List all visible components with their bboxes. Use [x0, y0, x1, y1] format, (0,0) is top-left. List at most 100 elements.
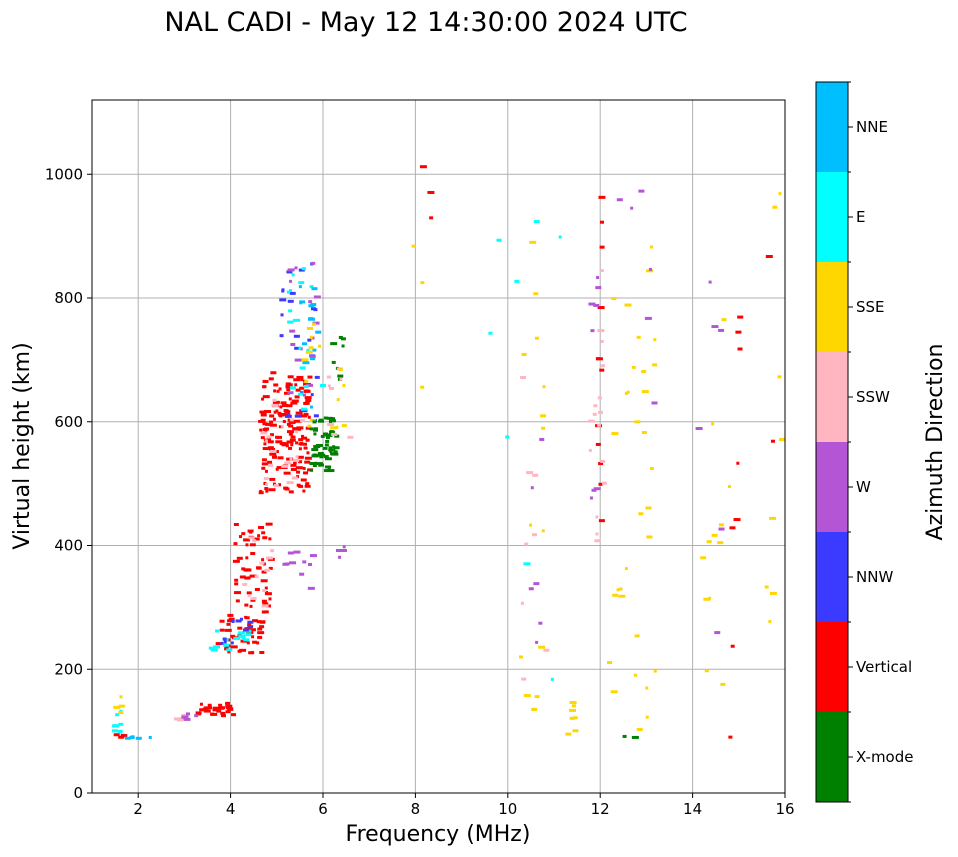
- echo-mark: [622, 734, 627, 738]
- echo-mark: [219, 628, 225, 632]
- echo-mark: [291, 476, 298, 480]
- echo-mark: [250, 598, 256, 602]
- echo-mark: [303, 401, 310, 405]
- echo-mark: [290, 343, 296, 347]
- echo-mark: [199, 708, 207, 712]
- echo-mark: [269, 477, 276, 481]
- echo-mark: [711, 533, 718, 537]
- echo-mark: [301, 267, 306, 271]
- echo-mark: [286, 290, 290, 294]
- echo-mark: [612, 593, 619, 597]
- echo-mark: [649, 467, 654, 471]
- echo-mark: [260, 431, 268, 435]
- echo-mark: [246, 627, 252, 631]
- echo-mark: [295, 441, 299, 445]
- echo-mark: [247, 594, 251, 598]
- echo-mark: [594, 539, 601, 543]
- echo-mark: [281, 288, 285, 292]
- echo-mark: [269, 414, 275, 418]
- x-tick-label: 12: [591, 800, 610, 818]
- echo-mark: [257, 635, 263, 639]
- echo-mark: [238, 634, 246, 638]
- echo-mark: [256, 620, 261, 624]
- echo-mark: [210, 712, 215, 716]
- echo-mark: [301, 358, 309, 362]
- echo-mark: [626, 390, 630, 394]
- echo-mark: [769, 591, 777, 595]
- echo-mark: [569, 716, 575, 720]
- echo-mark: [595, 286, 602, 290]
- echo-mark: [226, 648, 233, 652]
- echo-mark: [264, 469, 268, 473]
- echo-mark: [770, 439, 775, 443]
- echo-mark: [242, 582, 248, 586]
- echo-mark: [593, 404, 598, 408]
- echo-mark: [644, 316, 652, 320]
- echo-mark: [237, 649, 242, 653]
- echo-mark: [293, 318, 301, 322]
- echo-mark: [277, 456, 284, 460]
- echo-mark: [269, 433, 274, 437]
- echo-mark: [231, 619, 235, 623]
- echo-mark: [252, 619, 259, 623]
- echo-mark: [232, 559, 240, 563]
- echo-mark: [300, 414, 308, 418]
- echo-mark: [317, 452, 324, 456]
- echo-mark: [261, 462, 269, 466]
- echo-mark: [294, 358, 302, 362]
- echo-mark: [212, 706, 220, 710]
- echo-mark: [236, 556, 243, 560]
- echo-mark: [718, 527, 725, 531]
- echo-mark: [322, 446, 328, 450]
- echo-mark: [268, 488, 276, 492]
- echo-mark: [254, 587, 260, 591]
- echo-mark: [535, 640, 539, 644]
- echo-mark: [293, 461, 297, 465]
- echo-mark: [272, 482, 276, 486]
- echo-mark: [273, 389, 277, 393]
- echo-mark: [288, 446, 293, 450]
- echo-mark: [220, 714, 226, 718]
- echo-mark: [284, 487, 290, 491]
- echo-mark: [284, 461, 292, 465]
- echo-mark: [309, 285, 314, 289]
- echo-mark: [518, 655, 523, 659]
- echo-mark: [420, 281, 425, 285]
- echo-mark: [711, 325, 719, 329]
- echo-mark: [265, 489, 269, 493]
- echo-mark: [636, 728, 643, 732]
- echo-mark: [297, 455, 304, 459]
- echo-mark: [283, 471, 291, 475]
- echo-mark: [505, 435, 510, 439]
- echo-mark: [600, 364, 605, 368]
- echo-mark: [275, 440, 283, 444]
- echo-mark: [220, 711, 226, 715]
- echo-mark: [215, 642, 222, 646]
- echo-mark: [543, 648, 550, 652]
- y-tick-label: 0: [73, 784, 83, 802]
- colorbar-swatch-e: [816, 172, 848, 262]
- echo-mark: [338, 368, 343, 372]
- echo-mark: [610, 690, 618, 694]
- echo-mark: [181, 713, 189, 717]
- echo-mark: [241, 532, 246, 536]
- echo-mark: [264, 591, 268, 595]
- echo-mark: [768, 620, 772, 624]
- x-tick-label: 4: [226, 800, 236, 818]
- echo-mark: [645, 715, 649, 719]
- echo-mark: [598, 410, 604, 414]
- echo-mark: [720, 682, 726, 686]
- echo-mark: [595, 442, 601, 446]
- echo-mark: [212, 708, 220, 712]
- echo-mark: [312, 348, 317, 352]
- echo-mark: [305, 426, 311, 430]
- echo-mark: [243, 638, 250, 642]
- echo-mark: [292, 427, 298, 431]
- echo-mark: [338, 555, 342, 559]
- echo-mark: [118, 711, 124, 715]
- echo-mark: [335, 549, 343, 553]
- echo-mark: [778, 437, 785, 441]
- echo-mark: [220, 641, 224, 645]
- echo-mark: [288, 309, 293, 313]
- echo-mark: [289, 329, 296, 333]
